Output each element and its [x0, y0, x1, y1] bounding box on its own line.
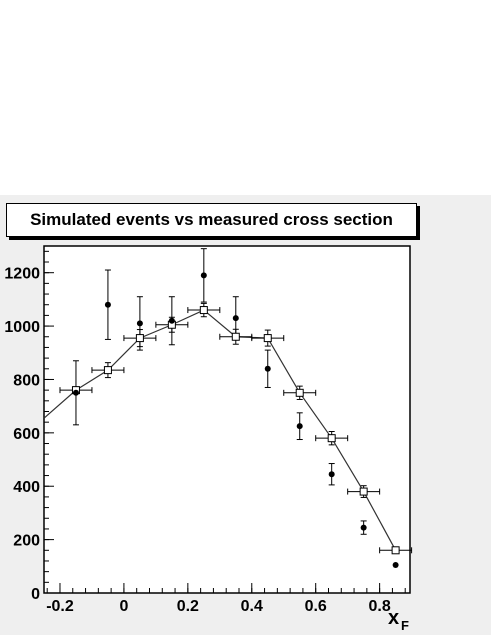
- simulation-point: [103, 366, 112, 375]
- measured-point: [200, 272, 207, 279]
- x-tick-label: 0.6: [305, 598, 327, 615]
- x-tick-label: 0: [119, 598, 128, 615]
- simulation-point: [199, 306, 208, 315]
- x-tick-label: 0.8: [369, 598, 391, 615]
- measured-point: [392, 561, 399, 568]
- measured-point: [72, 389, 79, 396]
- measured-point: [328, 471, 335, 478]
- x-axis-label-subscript: F: [401, 618, 409, 633]
- measured-point: [104, 301, 111, 308]
- simulation-line: [43, 309, 397, 551]
- y-tick-label: 400: [13, 479, 40, 496]
- simulation-point: [295, 388, 304, 397]
- measured-point: [360, 524, 367, 531]
- measured-point: [264, 365, 271, 372]
- simulation-point: [391, 546, 400, 555]
- y-tick-label: 0: [31, 586, 40, 603]
- simulation-point: [231, 332, 240, 341]
- x-axis-label: x: [388, 607, 399, 629]
- y-tick-label: 600: [13, 426, 40, 443]
- plot-area: [43, 245, 411, 594]
- measured-point: [168, 317, 175, 324]
- label-layer: 0 200 400 600 800 1000 1200 -0.2 0 0.2 0.4 0.6 0.8x F: [4, 266, 409, 633]
- y-tick-label: 200: [13, 533, 40, 550]
- simulation-point: [327, 434, 336, 443]
- y-tick-label: 1000: [4, 319, 40, 336]
- chart-title: Simulated events vs measured cross secti…: [6, 203, 417, 237]
- simulation-point: [263, 334, 272, 343]
- measured-point: [232, 315, 239, 322]
- measured-point: [296, 423, 303, 430]
- x-tick-label: -0.2: [46, 598, 74, 615]
- axis-layer: [44, 250, 406, 594]
- line-layer: [43, 309, 397, 551]
- x-tick-label: 0.2: [177, 598, 199, 615]
- y-tick-label: 800: [13, 372, 40, 389]
- x-tick-label: 0.4: [241, 598, 263, 615]
- simulation-point: [359, 487, 368, 496]
- measured-point: [136, 320, 143, 327]
- y-tick-label: 1200: [4, 266, 40, 283]
- marker-layer: [71, 272, 400, 568]
- simulation-point: [135, 334, 144, 343]
